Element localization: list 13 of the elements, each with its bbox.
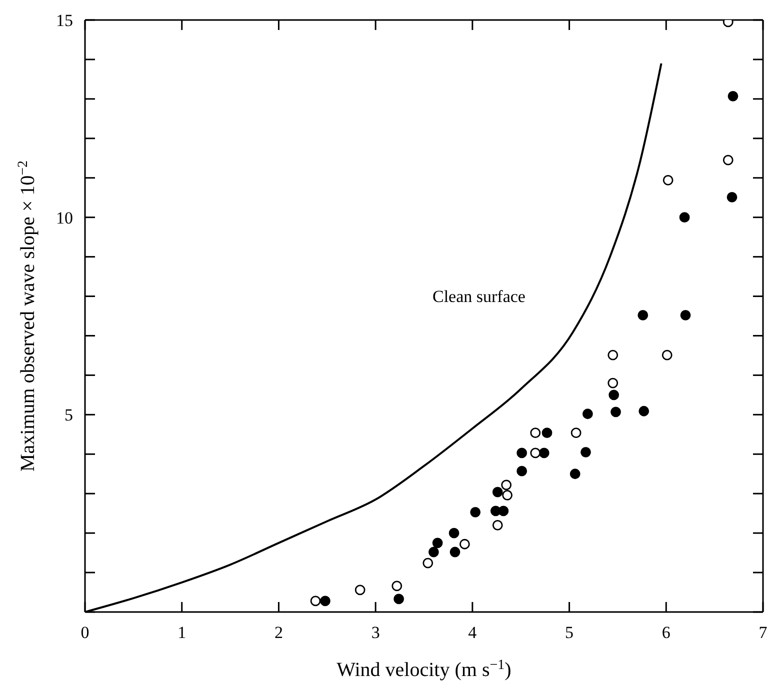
x-tick-label: 7 <box>758 623 768 642</box>
x-tick-label: 3 <box>371 623 380 642</box>
y-tick-label: 5 <box>64 406 73 425</box>
x-tick-label: 5 <box>565 623 574 642</box>
y-tick-label: 10 <box>56 208 73 228</box>
y-tick-label: 15 <box>56 11 73 30</box>
x-tick-label: 2 <box>274 623 283 642</box>
x-tick-label: 0 <box>80 623 90 642</box>
text: Clean surface <box>432 287 526 306</box>
x-tick-label: 1 <box>178 623 186 642</box>
x-tick-label: 4 <box>468 623 478 642</box>
x-axis-title: Wind velocity (m s$^{−1}$) <box>336 658 512 681</box>
x-tick-label: 6 <box>662 623 670 642</box>
